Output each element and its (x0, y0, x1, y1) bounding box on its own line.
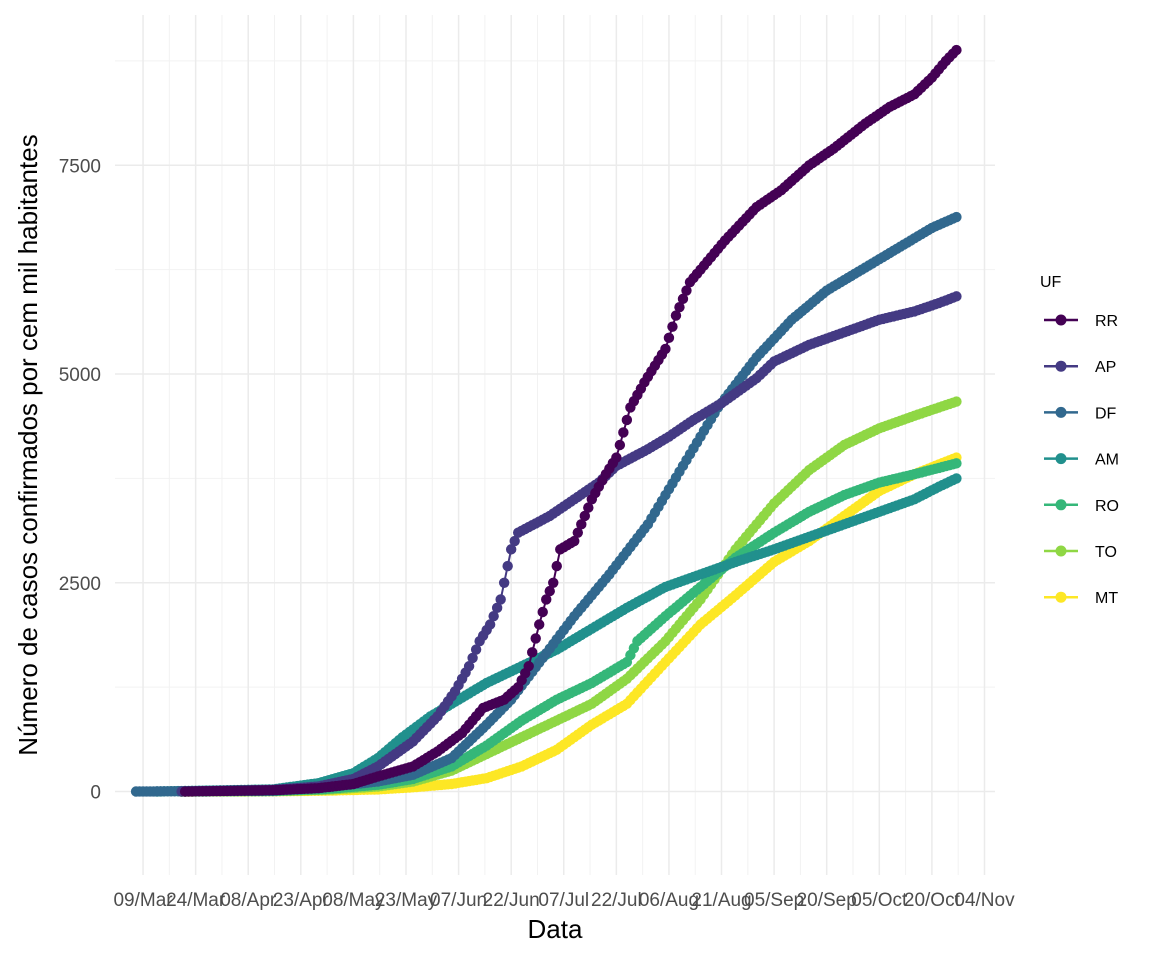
legend-key-point (1055, 499, 1067, 511)
x-tick-label: 22/Jul (591, 890, 642, 911)
data-point (583, 502, 594, 513)
data-point (491, 602, 503, 614)
data-point (509, 535, 520, 547)
legend-key-point (1055, 545, 1067, 557)
data-point (544, 585, 555, 597)
data-point (572, 527, 583, 538)
data-point (660, 343, 671, 355)
data-point (674, 302, 685, 313)
data-point (569, 535, 580, 547)
legend-item-df: DF (1044, 405, 1117, 422)
legend-title: UF (1040, 274, 1062, 291)
legend-label: AM (1095, 452, 1119, 469)
legend-key-point (1055, 360, 1067, 372)
data-point (681, 285, 692, 296)
x-tick-label: 23/May (375, 890, 438, 911)
x-tick-label: 22/Jun (483, 890, 540, 911)
data-point (470, 644, 482, 655)
legend-item-mt: MT (1044, 590, 1118, 607)
data-point (677, 293, 689, 305)
y-tick-label: 7500 (59, 156, 101, 177)
x-tick-label: 21/Aug (691, 890, 751, 911)
data-point (523, 661, 534, 672)
x-axis-title: Data (528, 914, 583, 944)
x-tick-label: 05/Oct (851, 890, 908, 911)
data-point (951, 291, 962, 302)
series-line-to (181, 400, 957, 793)
data-point (502, 560, 513, 572)
legend-label: RO (1095, 498, 1119, 515)
legend-key-point (1055, 406, 1067, 418)
data-point (670, 310, 682, 321)
legend-key-point (1055, 453, 1067, 465)
x-tick-label: 04/Nov (954, 890, 1015, 911)
y-axis-tick-labels: 0 2500 5000 7500 (59, 156, 101, 803)
series-rr (179, 44, 962, 797)
legend: UF RR AP DF AM RO TO MT (1040, 274, 1119, 607)
data-point (951, 473, 962, 484)
y-tick-label: 0 (90, 783, 101, 804)
series-ro (176, 458, 962, 797)
data-point (611, 452, 622, 463)
x-tick-label: 06/Aug (639, 890, 699, 911)
x-tick-label: 20/Oct (904, 890, 961, 911)
legend-item-rr: RR (1044, 313, 1118, 330)
legend-label: AP (1095, 359, 1116, 376)
data-point (951, 211, 962, 223)
legend-item-to: TO (1044, 544, 1117, 561)
data-point (541, 594, 552, 605)
legend-key-point (1055, 591, 1067, 603)
data-point (951, 44, 962, 56)
series-layer (130, 44, 962, 797)
x-tick-label: 05/Sep (744, 890, 804, 911)
data-point (663, 332, 675, 344)
data-point (498, 577, 510, 588)
data-point (484, 619, 496, 630)
data-point (527, 647, 538, 658)
data-point (530, 633, 541, 644)
data-point (614, 439, 626, 451)
data-point (576, 519, 587, 530)
x-tick-label: 07/Jun (430, 890, 487, 911)
x-tick-label: 07/Jul (538, 890, 589, 911)
data-point (621, 414, 633, 426)
data-point (951, 396, 962, 407)
data-point (505, 544, 517, 555)
x-tick-label: 20/Sep (797, 890, 857, 911)
legend-items: RR AP DF AM RO TO MT (1044, 313, 1119, 607)
data-point (551, 560, 562, 572)
y-tick-label: 2500 (59, 574, 101, 595)
data-point (495, 594, 506, 605)
legend-item-am: AM (1044, 452, 1119, 469)
data-point (463, 661, 475, 672)
legend-label: MT (1095, 590, 1118, 607)
x-tick-label: 09/Mar (113, 890, 173, 911)
legend-label: RR (1095, 313, 1118, 330)
legend-item-ap: AP (1044, 359, 1116, 376)
legend-key-point (1055, 314, 1067, 326)
data-point (537, 606, 548, 618)
x-tick-label: 08/Apr (220, 890, 277, 911)
x-tick-label: 24/Mar (166, 890, 226, 911)
legend-label: TO (1095, 544, 1117, 561)
data-point (618, 427, 629, 438)
y-axis-title: Número de casos confirmados por cem mil … (13, 134, 43, 755)
data-point (467, 652, 478, 664)
x-tick-label: 08/May (322, 890, 385, 911)
data-point (548, 577, 559, 588)
x-tick-label: 23/Apr (273, 890, 330, 911)
legend-label: DF (1095, 405, 1117, 422)
data-point (488, 610, 499, 622)
data-point (534, 619, 545, 630)
y-tick-label: 5000 (59, 365, 101, 386)
data-point (951, 458, 962, 469)
x-axis-tick-labels: 09/Mar24/Mar08/Apr23/Apr08/May23/May07/J… (113, 890, 1015, 911)
data-point (579, 510, 590, 522)
legend-item-ro: RO (1044, 498, 1119, 515)
data-point (667, 321, 678, 332)
grid-major (115, 15, 995, 875)
